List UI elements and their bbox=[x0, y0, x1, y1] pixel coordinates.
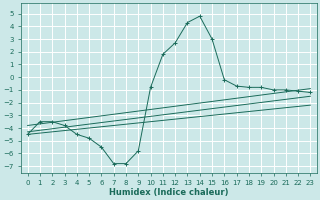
X-axis label: Humidex (Indice chaleur): Humidex (Indice chaleur) bbox=[109, 188, 229, 197]
